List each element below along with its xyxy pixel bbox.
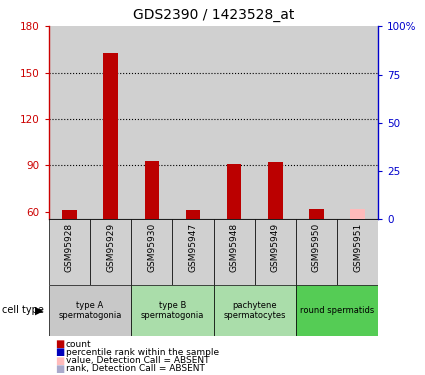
Text: ■: ■ <box>55 364 65 374</box>
Text: round spermatids: round spermatids <box>300 306 374 315</box>
Bar <box>337 26 378 219</box>
Bar <box>337 219 378 285</box>
Text: cell type: cell type <box>2 305 44 315</box>
Text: GSM95930: GSM95930 <box>147 223 156 272</box>
Bar <box>173 219 213 285</box>
Bar <box>103 53 118 219</box>
Bar <box>309 209 324 219</box>
Bar <box>296 285 378 336</box>
Title: GDS2390 / 1423528_at: GDS2390 / 1423528_at <box>133 9 294 22</box>
Bar <box>49 26 90 219</box>
Bar <box>49 219 90 285</box>
Text: ▶: ▶ <box>35 305 43 315</box>
Text: ■: ■ <box>55 348 65 357</box>
Text: GSM95948: GSM95948 <box>230 223 239 272</box>
Bar <box>131 219 173 285</box>
Text: ■: ■ <box>55 356 65 366</box>
Bar <box>296 219 337 285</box>
Bar <box>255 219 296 285</box>
Text: value, Detection Call = ABSENT: value, Detection Call = ABSENT <box>66 356 210 365</box>
Text: GSM95949: GSM95949 <box>271 223 280 272</box>
Text: type B
spermatogonia: type B spermatogonia <box>141 301 204 320</box>
Bar <box>131 285 213 336</box>
Bar <box>351 209 365 219</box>
Text: pachytene
spermatocytes: pachytene spermatocytes <box>224 301 286 320</box>
Text: percentile rank within the sample: percentile rank within the sample <box>66 348 219 357</box>
Text: GSM95950: GSM95950 <box>312 223 321 272</box>
Bar <box>213 26 255 219</box>
Bar <box>173 26 213 219</box>
Text: GSM95928: GSM95928 <box>65 223 74 272</box>
Bar <box>255 26 296 219</box>
Text: GSM95929: GSM95929 <box>106 223 115 272</box>
Text: rank, Detection Call = ABSENT: rank, Detection Call = ABSENT <box>66 364 205 374</box>
Bar <box>49 285 131 336</box>
Text: type A
spermatogonia: type A spermatogonia <box>58 301 122 320</box>
Bar <box>227 164 241 219</box>
Bar <box>62 210 76 219</box>
Bar <box>296 26 337 219</box>
Bar <box>186 210 200 219</box>
Bar <box>213 285 296 336</box>
Text: GSM95947: GSM95947 <box>188 223 198 272</box>
Bar <box>144 160 159 219</box>
Bar <box>90 219 131 285</box>
Text: count: count <box>66 340 91 349</box>
Text: ■: ■ <box>55 339 65 349</box>
Bar <box>213 219 255 285</box>
Text: GSM95951: GSM95951 <box>353 223 362 272</box>
Bar <box>268 162 283 219</box>
Bar <box>131 26 173 219</box>
Bar <box>90 26 131 219</box>
